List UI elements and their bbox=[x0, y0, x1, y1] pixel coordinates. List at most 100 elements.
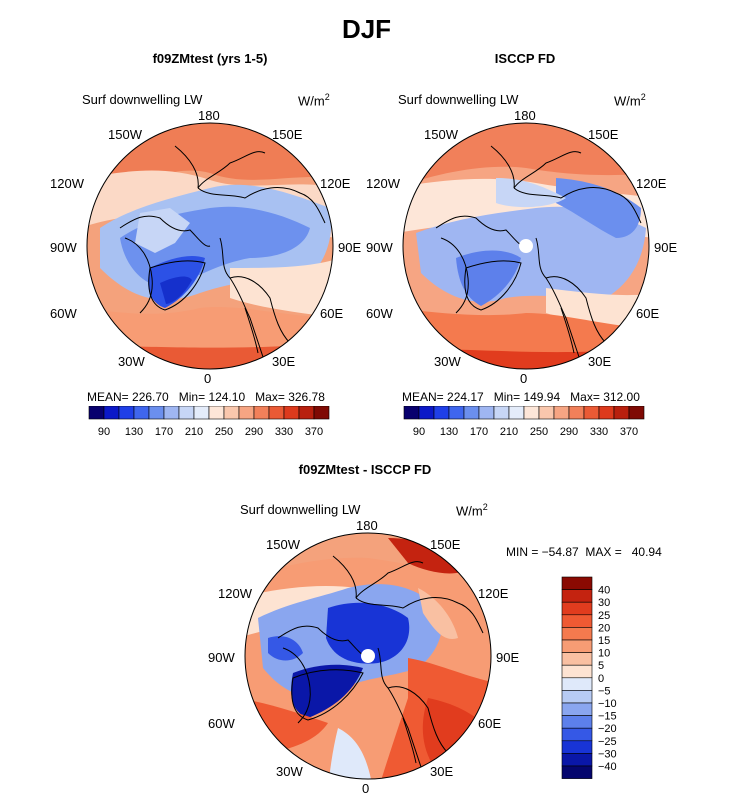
colorbar-obs-swatch bbox=[418, 406, 435, 420]
colorbar-obs-swatch bbox=[433, 406, 450, 420]
colorbar-diff-tick-label: 10 bbox=[598, 648, 610, 660]
colorbar-diff-swatch bbox=[561, 690, 593, 704]
polar-map-obs bbox=[402, 122, 650, 370]
stats-model: MEAN= 226.70 Min= 124.10 Max= 326.78 bbox=[87, 390, 325, 404]
colorbar-model-swatch bbox=[208, 406, 225, 420]
lon-label-120w-diff: 120W bbox=[218, 586, 252, 601]
lon-label-60e-diff: 60E bbox=[478, 716, 502, 731]
colorbar-obs-swatch bbox=[478, 406, 495, 420]
colorbar-diff-swatch bbox=[561, 601, 593, 616]
lon-label-180-model: 180 bbox=[198, 108, 220, 123]
colorbar-obs-swatch bbox=[553, 406, 570, 420]
lon-label-90w-model: 90W bbox=[50, 240, 77, 255]
colorbar-obs-swatch bbox=[508, 406, 525, 420]
lon-label-90e-model: 90E bbox=[338, 240, 362, 255]
colorbar-diff-swatch bbox=[561, 589, 593, 603]
colorbar-model-swatch bbox=[193, 406, 210, 420]
colorbar-model-swatch bbox=[148, 406, 165, 420]
figure-title: DJF bbox=[341, 14, 392, 44]
units-label-obs: W/m2 bbox=[614, 92, 646, 109]
colorbar-model: 90 130 170 210 250 290 330 370 bbox=[88, 406, 330, 438]
lon-label-60w-diff: 60W bbox=[208, 716, 235, 731]
lon-label-60w-obs: 60W bbox=[366, 306, 393, 321]
units-label-diff: W/m2 bbox=[456, 502, 488, 519]
colorbar-diff-swatch bbox=[561, 652, 593, 666]
colorbar-obs: 90 130 170 210 250 290 330 370 bbox=[403, 406, 645, 438]
lon-label-30w-diff: 30W bbox=[276, 764, 303, 779]
lon-label-120w-model: 120W bbox=[50, 176, 84, 191]
lon-label-60w-model: 60W bbox=[50, 306, 77, 321]
polar-map-model bbox=[86, 122, 334, 370]
colorbar-obs-swatch bbox=[583, 406, 600, 420]
colorbar-obs-tick-label: 210 bbox=[500, 426, 518, 438]
colorbar-diff-tick-label: −10 bbox=[598, 698, 617, 710]
colorbar-obs-swatch bbox=[598, 406, 615, 420]
colorbar-diff-swatch bbox=[561, 664, 593, 679]
colorbar-diff-tick-label: 0 bbox=[598, 673, 604, 685]
colorbar-diff-tick-label: 15 bbox=[598, 635, 610, 647]
colorbar-model-tick-label: 130 bbox=[125, 426, 143, 438]
lon-label-0-obs: 0 bbox=[520, 371, 528, 386]
colorbar-model-swatch bbox=[283, 406, 300, 420]
colorbar-model-swatch bbox=[313, 406, 330, 420]
colorbar-model-tick-label: 90 bbox=[98, 426, 110, 438]
colorbar-obs-swatch bbox=[403, 406, 420, 420]
colorbar-diff-swatch bbox=[561, 627, 593, 641]
colorbar-model-swatch bbox=[103, 406, 120, 420]
colorbar-model-swatch bbox=[88, 406, 105, 420]
colorbar-obs-tick-label: 290 bbox=[560, 426, 578, 438]
lon-label-120e-diff: 120E bbox=[478, 586, 509, 601]
lon-label-120w-obs: 120W bbox=[366, 176, 400, 191]
colorbar-diff-tick-label: −20 bbox=[598, 723, 617, 735]
colorbar-obs-swatch bbox=[628, 406, 645, 420]
colorbar-model-tick-label: 370 bbox=[305, 426, 323, 438]
variable-label-model: Surf downwelling LW bbox=[82, 92, 203, 107]
colorbar-model-swatch bbox=[238, 406, 255, 420]
colorbar-obs-swatch bbox=[568, 406, 585, 420]
colorbar-obs-tick-label: 250 bbox=[530, 426, 548, 438]
colorbar-model-tick-label: 330 bbox=[275, 426, 293, 438]
lon-label-180-obs: 180 bbox=[514, 108, 536, 123]
colorbar-diff-tick-label: −5 bbox=[598, 685, 611, 697]
colorbar-diff-swatch bbox=[561, 677, 593, 691]
colorbar-diff-tick-label: −25 bbox=[598, 736, 617, 748]
colorbar-diff-swatch bbox=[561, 576, 593, 590]
colorbar-obs-tick-label: 330 bbox=[590, 426, 608, 438]
colorbar-diff-tick-label: 40 bbox=[598, 585, 610, 597]
colorbar-obs-tick-label: 370 bbox=[620, 426, 638, 438]
lon-label-30w-model: 30W bbox=[118, 354, 145, 369]
colorbar-diff-swatch bbox=[561, 765, 593, 779]
colorbar-model-swatch bbox=[268, 406, 285, 420]
lon-label-90e-obs: 90E bbox=[654, 240, 678, 255]
lon-label-60e-model: 60E bbox=[320, 306, 344, 321]
lon-label-180-diff: 180 bbox=[356, 518, 378, 533]
colorbar-obs-swatch bbox=[523, 406, 540, 420]
colorbar-diff-swatch bbox=[561, 753, 593, 767]
colorbar-model-swatch bbox=[118, 406, 135, 420]
colorbar-diff-tick-label: 30 bbox=[598, 597, 610, 609]
lon-label-150w-model: 150W bbox=[108, 127, 142, 142]
lon-label-120e-obs: 120E bbox=[636, 176, 667, 191]
minmax-diff: MIN = −54.87 MAX = 40.94 bbox=[506, 545, 662, 559]
colorbar-obs-swatch bbox=[538, 406, 555, 420]
colorbar-diff-swatch bbox=[561, 614, 593, 628]
colorbar-diff-swatch bbox=[561, 639, 593, 653]
colorbar-model-swatch bbox=[178, 406, 195, 420]
lon-label-150w-obs: 150W bbox=[424, 127, 458, 142]
lon-label-60e-obs: 60E bbox=[636, 306, 660, 321]
lon-label-30w-obs: 30W bbox=[434, 354, 461, 369]
colorbar-diff-tick-label: −30 bbox=[598, 748, 617, 760]
panel-title-model: f09ZMtest (yrs 1-5) bbox=[152, 51, 268, 66]
colorbar-obs-tick-label: 130 bbox=[440, 426, 458, 438]
colorbar-model-tick-label: 250 bbox=[215, 426, 233, 438]
colorbar-model-swatch bbox=[253, 406, 270, 420]
lon-label-150e-model: 150E bbox=[272, 127, 303, 142]
lon-label-0-model: 0 bbox=[204, 371, 212, 386]
colorbar-diff-swatch bbox=[561, 702, 593, 716]
colorbar-model-swatch bbox=[133, 406, 150, 420]
polar-map-diff bbox=[244, 532, 492, 780]
lon-label-30e-diff: 30E bbox=[430, 764, 454, 779]
colorbar-obs-tick-label: 170 bbox=[470, 426, 488, 438]
colorbar-diff-swatch bbox=[561, 727, 593, 742]
